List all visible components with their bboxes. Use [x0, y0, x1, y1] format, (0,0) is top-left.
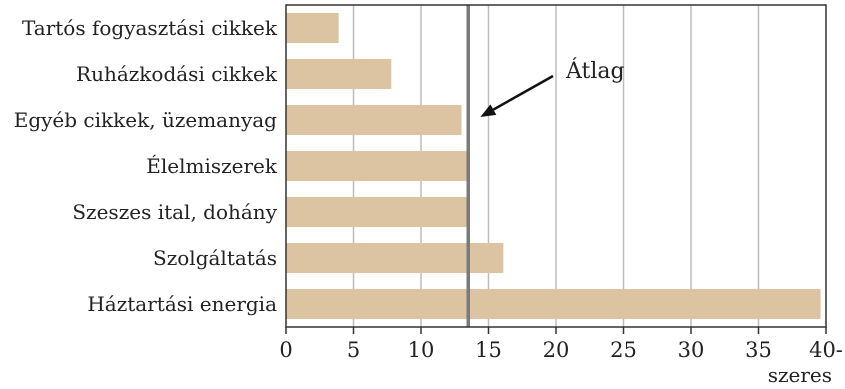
average-label: Átlag — [565, 57, 625, 84]
bar — [286, 289, 821, 319]
x-tick-label: 0 — [279, 338, 292, 362]
bar — [286, 105, 462, 135]
x-axis-unit-label: szeres — [768, 363, 832, 387]
category-labels: Tartós fogyasztási cikkek Ruházkodási cik… — [14, 16, 278, 316]
bar — [286, 151, 470, 181]
category-label: Szolgáltatás — [153, 246, 277, 270]
bar — [286, 13, 339, 43]
category-label: Ruházkodási cikkek — [76, 62, 278, 86]
x-tick-label: 20 — [543, 338, 570, 362]
category-label: Szeszes ital, dohány — [72, 200, 277, 224]
grid-lines — [352, 5, 760, 327]
x-tick-label: 30 — [678, 338, 705, 362]
arrow-shaft — [492, 74, 554, 111]
category-label: Élelmiszerek — [146, 154, 278, 178]
bar — [286, 243, 504, 273]
average-annotation: Átlag — [480, 57, 625, 117]
category-label: Egyéb cikkek, üzemanyag — [14, 108, 277, 132]
x-tick-label: 40- — [809, 338, 843, 362]
x-tick-label: 15 — [475, 338, 502, 362]
x-axis-ticks: 0 5 10 15 20 25 30 35 40- — [279, 327, 843, 362]
x-tick-label: 10 — [408, 338, 435, 362]
category-label: Háztartási energia — [87, 292, 277, 316]
bars — [286, 13, 821, 319]
category-label: Tartós fogyasztási cikkek — [22, 16, 278, 40]
bar — [286, 197, 470, 227]
arrow-head-icon — [480, 104, 497, 117]
x-tick-label: 25 — [610, 338, 637, 362]
x-tick-label: 35 — [745, 338, 772, 362]
bar — [286, 59, 392, 89]
x-tick-label: 5 — [347, 338, 360, 362]
